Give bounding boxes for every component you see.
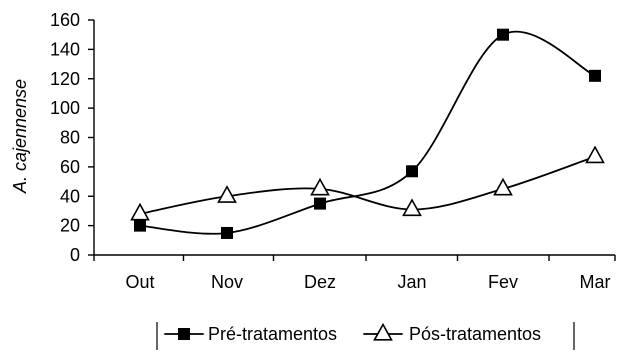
pre-treatment-point xyxy=(589,69,601,82)
pre-treatment-line xyxy=(139,31,596,235)
y-tick-label: 80 xyxy=(60,128,80,148)
axes: A. cajennense xyxy=(10,20,615,256)
y-tick-label: 140 xyxy=(50,39,80,59)
legend-pre-marker xyxy=(178,328,190,340)
y-tick-label: 100 xyxy=(50,98,80,118)
x-tick-label: Fev xyxy=(488,272,518,292)
x-tick-label: Nov xyxy=(211,272,243,292)
post-treatment-point xyxy=(585,145,605,164)
legend: Pré-tratamentos Pós-tratamentos xyxy=(156,322,575,350)
series-markers xyxy=(130,28,605,239)
legend-post-label: Pós-tratamentos xyxy=(409,324,541,344)
y-tick-label: 40 xyxy=(60,186,80,206)
y-tick-label: 120 xyxy=(50,69,80,89)
post-treatment-point xyxy=(493,177,513,196)
post-treatment-point xyxy=(402,198,422,217)
x-tick-label: Mar xyxy=(580,272,611,292)
post-treatment-line xyxy=(139,155,596,215)
x-tick-label: Jan xyxy=(397,272,426,292)
x-tick-label: Dez xyxy=(304,272,336,292)
y-tick-label: 0 xyxy=(70,245,80,265)
y-axis-title: A. cajennense xyxy=(10,79,30,194)
pre-treatment-point xyxy=(406,165,418,178)
y-tick-label: 160 xyxy=(50,10,80,30)
post-treatment-point xyxy=(310,177,330,196)
pre-treatment-point xyxy=(497,28,509,41)
post-treatment-point xyxy=(217,185,237,203)
pre-treatment-point xyxy=(314,197,326,210)
legend-pre-label: Pré-tratamentos xyxy=(208,324,337,344)
series-lines xyxy=(139,31,596,235)
tick-marks: 0 20 40 60 80 100 120 140 160 Out Nov Dez Jan Fev Mar xyxy=(50,10,616,292)
x-tick-label: Out xyxy=(125,272,154,292)
legend-post-marker xyxy=(373,322,393,341)
post-treatment-point xyxy=(130,202,150,221)
y-tick-label: 20 xyxy=(60,216,80,236)
pre-treatment-point xyxy=(134,219,146,232)
pre-treatment-point xyxy=(221,226,233,239)
y-tick-label: 60 xyxy=(60,157,80,177)
